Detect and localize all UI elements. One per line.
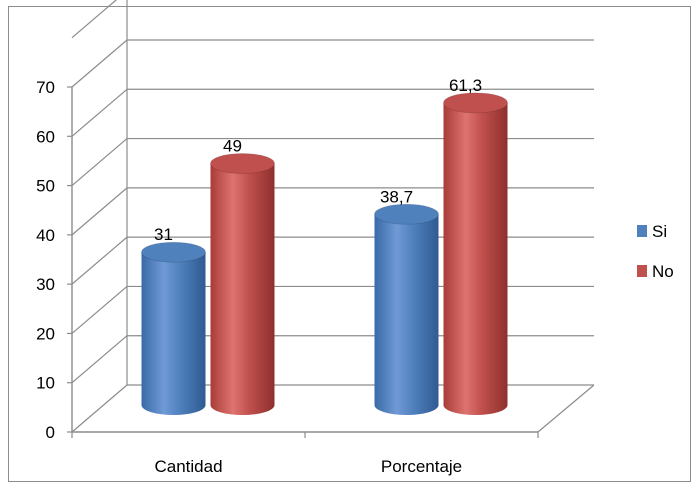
y-tick-label: 50 [36, 177, 55, 196]
bars-layer [141, 92, 508, 415]
labels-layer: 31 38,7 49 61,3 [154, 76, 482, 244]
bar-body [374, 214, 439, 415]
gridline-side [71, 335, 128, 384]
y-tick-label: 10 [36, 374, 55, 393]
x-category-label: Cantidad [154, 457, 222, 476]
data-label: 31 [154, 225, 173, 244]
bar-si-porcentaje [374, 203, 439, 415]
bar-body [443, 102, 508, 415]
bar-top [141, 241, 206, 263]
bar-top [443, 92, 508, 114]
gridline-side [71, 187, 128, 236]
data-label: 61,3 [449, 76, 482, 95]
bar-top [210, 153, 275, 174]
floor-edge [537, 384, 595, 433]
legend-swatch-no [637, 265, 647, 277]
y-tick-label: 70 [36, 78, 55, 97]
y-tick-label: 30 [36, 275, 55, 294]
bar-body [210, 163, 275, 415]
gridline-side [71, 138, 128, 187]
bar-no-cantidad [210, 153, 275, 415]
y-tick-label: 0 [46, 423, 55, 442]
bar-body [141, 252, 206, 415]
legend-label-si: Si [652, 222, 667, 241]
legend-label-no: No [652, 262, 674, 281]
gridline-side [71, 0, 118, 39]
bar-si-cantidad [141, 241, 206, 415]
axis-layer: 0 10 20 30 40 50 60 70 Cantidad Porcentaje [36, 78, 539, 476]
x-category-label: Porcentaje [381, 457, 462, 476]
legend-swatch-si [637, 225, 647, 237]
gridline-side [71, 88, 128, 137]
gridline-side [71, 236, 128, 285]
y-tick-label: 40 [36, 226, 55, 245]
y-tick-label: 60 [36, 127, 55, 146]
gridline-side [71, 384, 128, 433]
legend: Si No [637, 222, 674, 281]
bar-top [374, 203, 439, 225]
data-label: 38,7 [380, 187, 413, 206]
gridline-side [71, 39, 128, 88]
y-tick-label: 20 [36, 324, 55, 343]
data-label: 49 [223, 137, 242, 156]
chart-walls [71, 0, 595, 433]
chart-frame [8, 6, 691, 482]
gridline-side [71, 285, 128, 334]
bar-no-porcentaje [443, 92, 508, 415]
